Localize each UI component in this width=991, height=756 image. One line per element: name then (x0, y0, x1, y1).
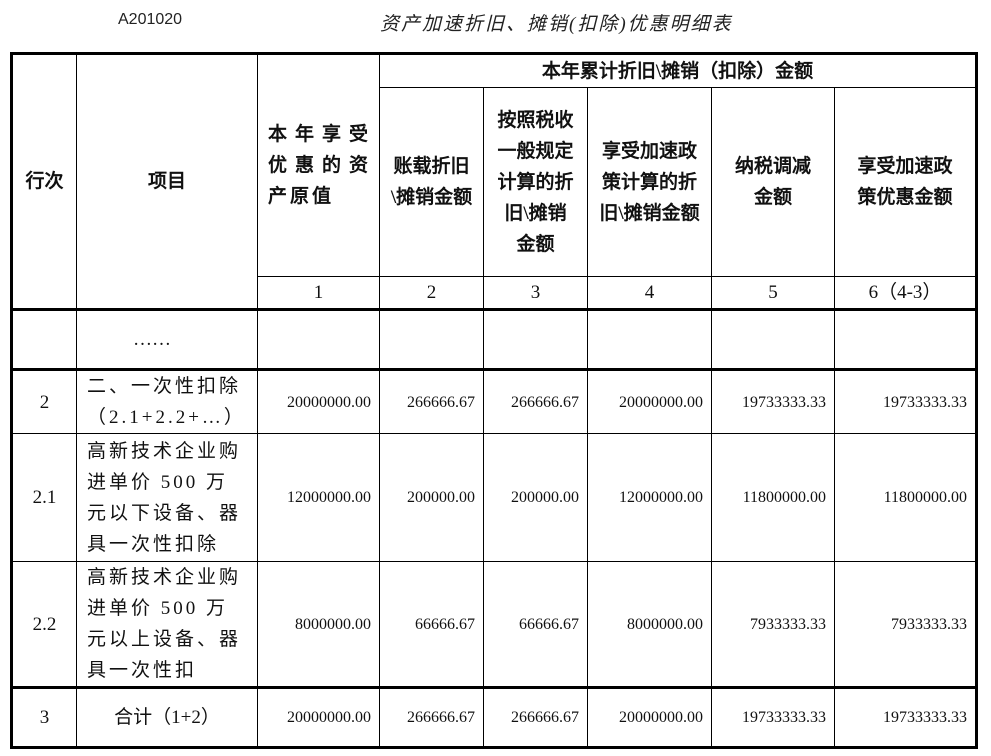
row-value (483, 308, 588, 370)
row-value (587, 308, 712, 370)
header-col1: 本年享受优惠的资产原值 (257, 53, 380, 277)
form-number: A201020 (118, 11, 183, 28)
row-value: 19733333.33 (711, 368, 835, 434)
row-value: 20000000.00 (587, 686, 712, 748)
row-item: 合计（1+2） (76, 686, 258, 748)
table-row: 3 合计（1+2） 20000000.00 266666.67 266666.67 200… (11, 686, 977, 748)
col-number: 3 (483, 276, 588, 310)
table-row: …… (11, 308, 977, 370)
header-group: 本年累计折旧\摊销（扣除）金额 (379, 53, 977, 88)
col-number: 2 (379, 276, 484, 310)
col-number: 6（4-3） (834, 276, 977, 310)
row-value (711, 308, 835, 370)
header-col3: 按照税收一般规定计算的折旧\摊销金额 (483, 87, 588, 277)
col-number: 4 (587, 276, 712, 310)
row-value: 7933333.33 (711, 561, 835, 688)
row-value: 11800000.00 (711, 433, 835, 562)
row-value: 8000000.00 (257, 561, 380, 688)
row-value: 266666.67 (379, 686, 484, 748)
row-value: 266666.67 (483, 368, 588, 434)
col-number: 5 (711, 276, 835, 310)
table-row: 2.1 高新技术企业购进单价 500 万元以下设备、器具一次性扣除 12000000… (11, 433, 977, 562)
row-value: 20000000.00 (257, 686, 380, 748)
row-value (257, 308, 380, 370)
row-value: 66666.67 (483, 561, 588, 688)
header-col6: 享受加速政策优惠金额 (834, 87, 977, 277)
row-value: 7933333.33 (834, 561, 977, 688)
row-value: 20000000.00 (257, 368, 380, 434)
header-row-no: 行次 (11, 53, 77, 310)
row-value: 19733333.33 (711, 686, 835, 748)
row-value: 11800000.00 (834, 433, 977, 562)
row-item: 二、一次性扣除（2.1+2.2+…） (76, 368, 258, 434)
header-col5: 纳税调减金额 (711, 87, 835, 277)
row-number: 3 (11, 686, 77, 748)
row-number: 2.2 (11, 561, 77, 688)
row-value (379, 308, 484, 370)
col-number: 1 (257, 276, 380, 310)
row-item: 高新技术企业购进单价 500 万元以上设备、器具一次性扣 (76, 561, 258, 688)
row-number (11, 308, 77, 370)
table-row: 2 二、一次性扣除（2.1+2.2+…） 20000000.00 266666.67 2… (11, 368, 977, 434)
row-value: 8000000.00 (587, 561, 712, 688)
row-item: 高新技术企业购进单价 500 万元以下设备、器具一次性扣除 (76, 433, 258, 562)
detail-table: 行次 项目 本年享受优惠的资产原值 本年累计折旧\摊销（扣除）金额 账载折旧\摊… (10, 52, 978, 749)
row-value: 266666.67 (379, 368, 484, 434)
table-row: 2.2 高新技术企业购进单价 500 万元以上设备、器具一次性扣 8000000.0… (11, 561, 977, 688)
row-number: 2.1 (11, 433, 77, 562)
header-col4: 享受加速政策计算的折旧\摊销金额 (587, 87, 712, 277)
row-value: 19733333.33 (834, 368, 977, 434)
row-value (834, 308, 977, 370)
row-value: 200000.00 (483, 433, 588, 562)
row-value: 200000.00 (379, 433, 484, 562)
header-item: 项目 (76, 53, 258, 310)
row-item: …… (76, 308, 258, 370)
row-value: 266666.67 (483, 686, 588, 748)
row-value: 20000000.00 (587, 368, 712, 434)
row-value: 19733333.33 (834, 686, 977, 748)
header-col2: 账载折旧\摊销金额 (379, 87, 484, 277)
row-number: 2 (11, 368, 77, 434)
row-value: 12000000.00 (257, 433, 380, 562)
row-value: 12000000.00 (587, 433, 712, 562)
form-title: 资产加速折旧、摊销(扣除)优惠明细表 (380, 14, 733, 35)
row-value: 66666.67 (379, 561, 484, 688)
